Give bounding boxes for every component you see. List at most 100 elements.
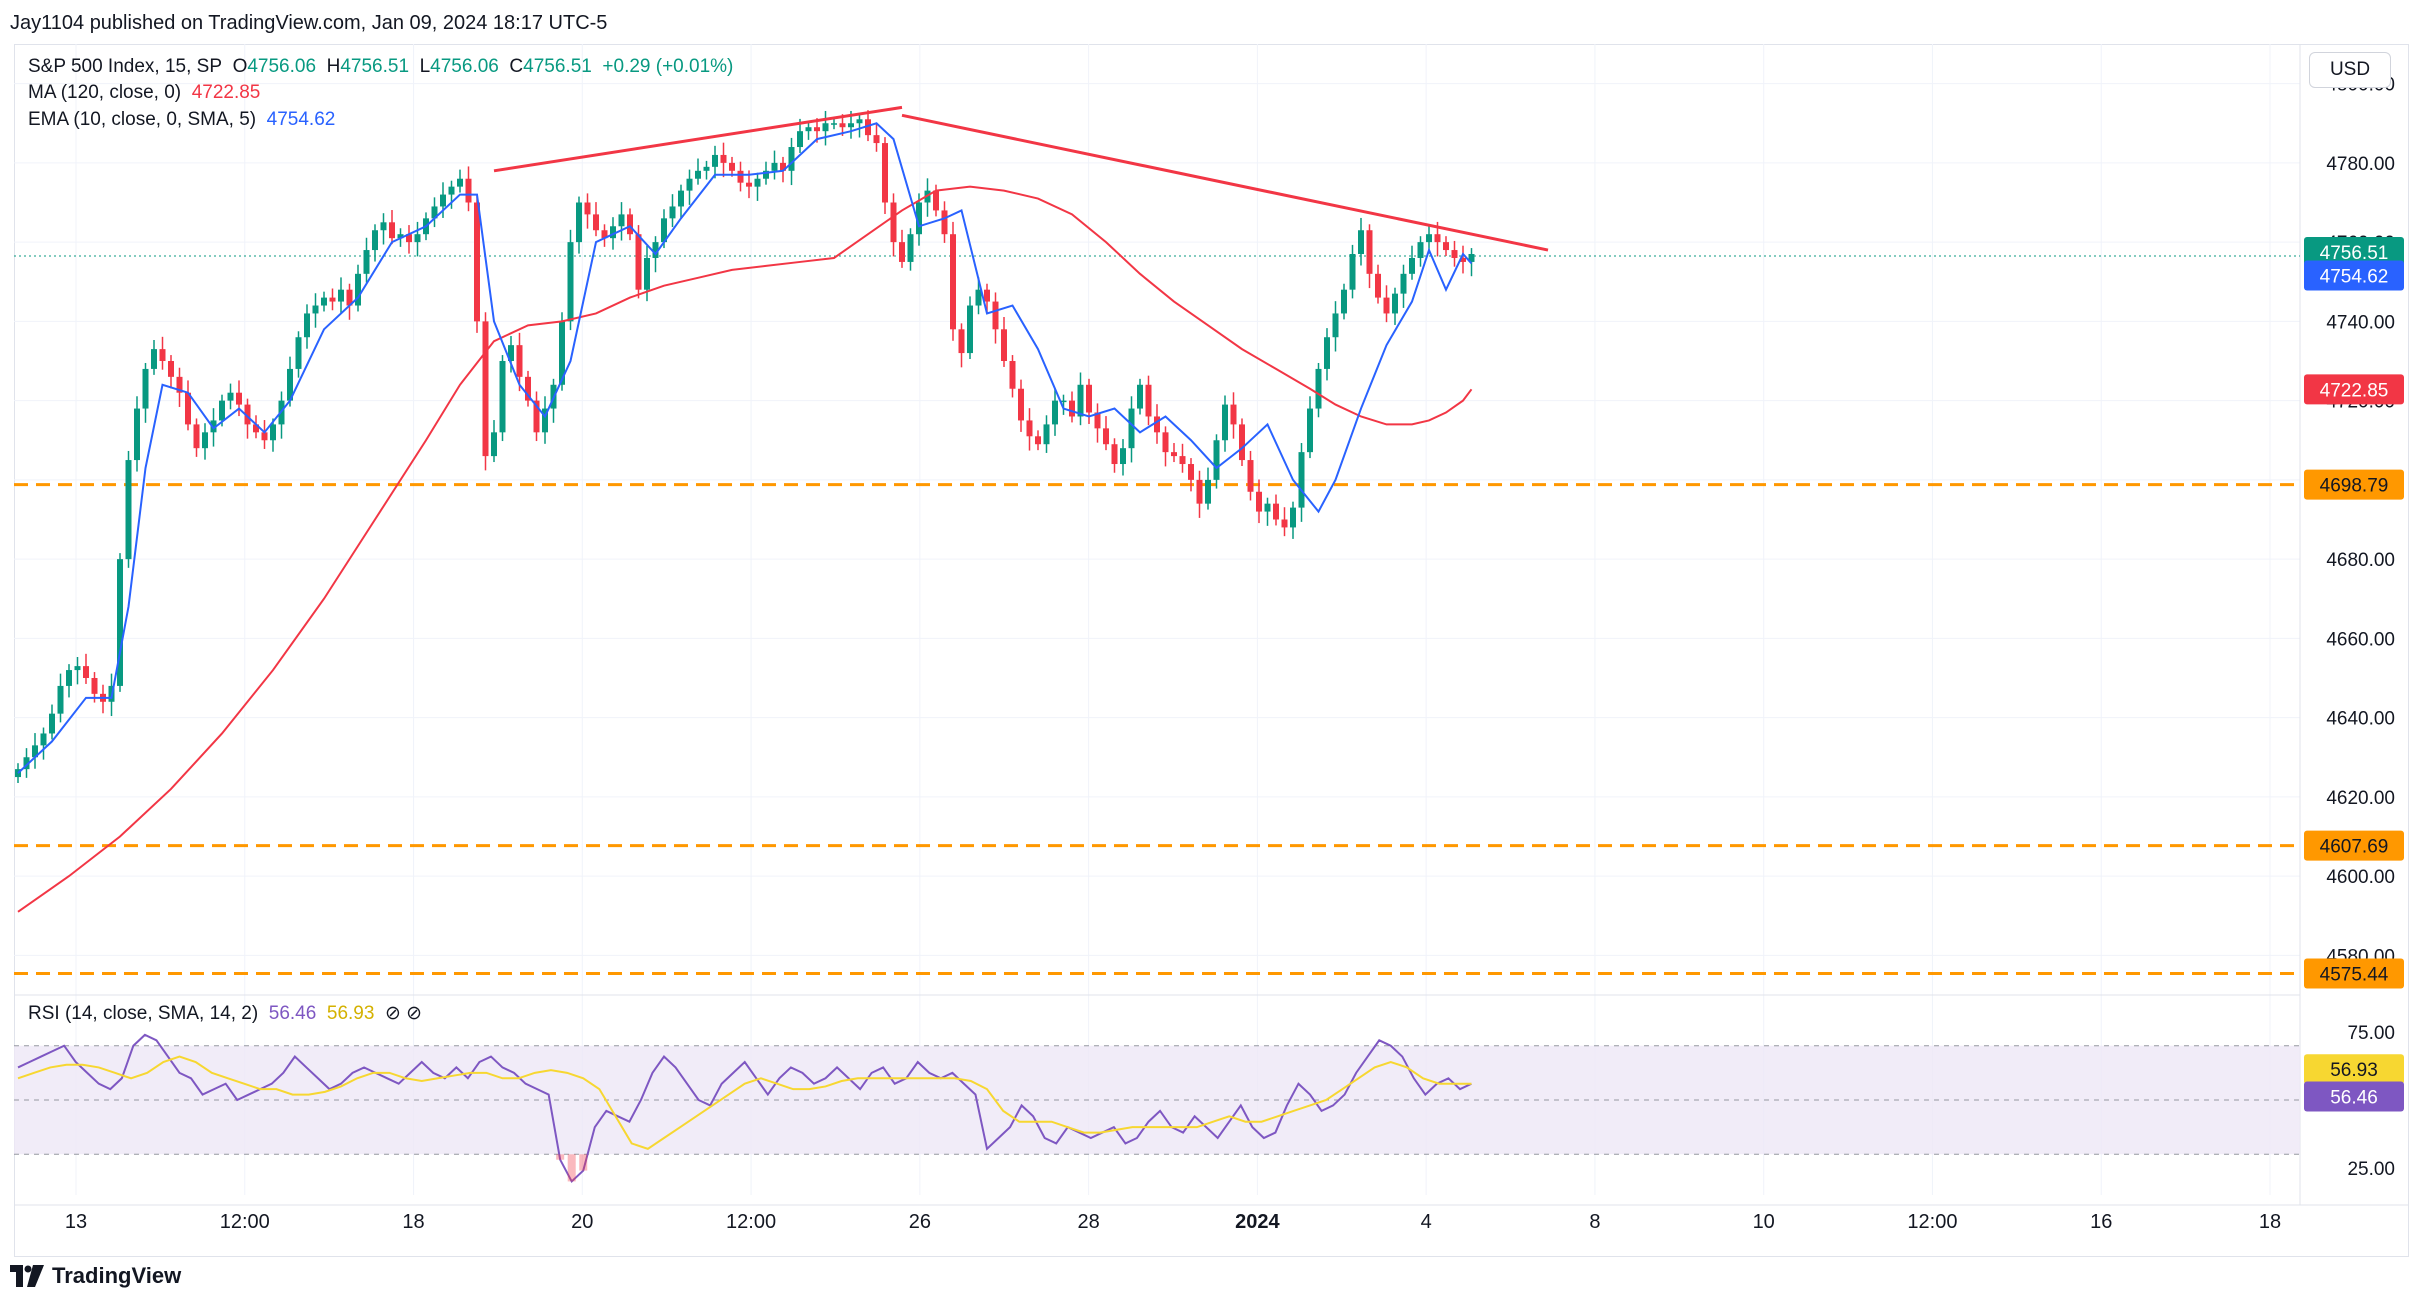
candle-body bbox=[814, 127, 820, 132]
chart-frame[interactable] bbox=[14, 44, 2409, 1257]
top-bar: Jay1104 published on TradingView.com, Ja… bbox=[0, 0, 2423, 44]
candle-body bbox=[933, 190, 939, 211]
candle-body bbox=[788, 147, 795, 171]
candle-body bbox=[771, 162, 778, 171]
candle-body bbox=[457, 178, 463, 187]
candle-body bbox=[431, 206, 438, 219]
candle-body bbox=[1290, 507, 1296, 528]
rsi-tag-label: 56.46 bbox=[2330, 1087, 2378, 1108]
candle-body bbox=[916, 202, 922, 235]
candle-body bbox=[1264, 503, 1271, 512]
candle-body bbox=[1069, 400, 1075, 417]
time-tick-label: 20 bbox=[571, 1211, 593, 1233]
candle-body bbox=[159, 349, 166, 361]
candle-body bbox=[287, 368, 293, 401]
candle-body bbox=[856, 119, 863, 124]
price-tag-label: 4575.44 bbox=[2320, 964, 2389, 985]
price-tag bbox=[2304, 958, 2404, 989]
candle-body bbox=[635, 234, 642, 290]
price-tag-label: 4754.62 bbox=[2320, 266, 2389, 287]
candle-body bbox=[950, 234, 956, 330]
candle-body bbox=[1120, 448, 1126, 465]
high-label: H bbox=[326, 56, 341, 77]
rsi-label: RSI (14, close, SMA, 14, 2) bbox=[28, 1003, 259, 1024]
candle-body bbox=[1256, 491, 1262, 512]
candle-body bbox=[176, 376, 183, 393]
rsi-tag bbox=[2304, 1054, 2404, 1085]
candle-body bbox=[1043, 424, 1050, 445]
time-tick-label: 16 bbox=[2090, 1211, 2112, 1233]
candle-body bbox=[1026, 420, 1033, 437]
candle-body bbox=[1213, 440, 1220, 480]
candle-body bbox=[1111, 444, 1118, 465]
candle-body bbox=[236, 392, 242, 405]
candle-body bbox=[508, 345, 514, 361]
candle-body bbox=[746, 182, 752, 187]
candle-body bbox=[1434, 234, 1441, 243]
candle-body bbox=[542, 408, 548, 433]
candle-body bbox=[644, 257, 650, 290]
candle-body bbox=[499, 361, 506, 433]
candle-body bbox=[1145, 384, 1152, 417]
candle-body bbox=[389, 222, 395, 239]
candle-body bbox=[601, 230, 608, 239]
candle-body bbox=[1426, 234, 1432, 243]
trendlines bbox=[493, 105, 1549, 252]
candle-body bbox=[1247, 460, 1254, 492]
price-tick-label: 4740.00 bbox=[2326, 312, 2395, 333]
candle-body bbox=[618, 214, 625, 227]
candle-body bbox=[227, 392, 234, 401]
candle-body bbox=[941, 210, 948, 235]
candle-body bbox=[1179, 456, 1186, 465]
candle-body bbox=[202, 432, 208, 449]
rsi-visibility-icons[interactable]: ⊘ ⊘ bbox=[384, 1003, 423, 1024]
price-tag bbox=[2304, 830, 2404, 861]
candle-body bbox=[865, 119, 871, 136]
candle-body bbox=[1137, 384, 1143, 409]
candle-body bbox=[448, 186, 455, 195]
trendline bbox=[901, 113, 1549, 252]
candle-body bbox=[780, 162, 786, 171]
candle-body bbox=[482, 321, 489, 457]
symbol-name[interactable]: S&P 500 Index, 15, SP bbox=[28, 56, 223, 77]
candle-body bbox=[1060, 400, 1067, 403]
candle-body bbox=[1239, 424, 1245, 461]
ema-legend[interactable]: EMA (10, close, 0, SMA, 5) 4754.62 bbox=[28, 109, 335, 131]
candle-body bbox=[185, 392, 191, 425]
ma-legend[interactable]: MA (120, close, 0) 4722.85 bbox=[28, 82, 260, 104]
rsi-ma-line bbox=[17, 1055, 1472, 1150]
candle-body bbox=[91, 678, 98, 694]
candle-body bbox=[32, 745, 38, 758]
candles bbox=[15, 110, 1475, 784]
time-tick-label: 4 bbox=[1421, 1211, 1432, 1233]
candle-body bbox=[304, 313, 310, 338]
candle-body bbox=[873, 135, 880, 144]
candle-body bbox=[958, 329, 965, 354]
candle-body bbox=[1400, 273, 1407, 294]
candle-body bbox=[193, 424, 200, 449]
candle-body bbox=[1128, 408, 1135, 449]
candle-body bbox=[848, 123, 854, 128]
candle-body bbox=[576, 202, 582, 243]
candle-body bbox=[244, 404, 251, 425]
ema-line bbox=[17, 122, 1473, 774]
ma-value: 4722.85 bbox=[191, 82, 261, 103]
candle-body bbox=[822, 123, 829, 132]
rsi-oversold-fill bbox=[579, 1154, 588, 1171]
price-tick-label: 4620.00 bbox=[2326, 788, 2395, 809]
rsi-tag-label: 56.93 bbox=[2330, 1060, 2378, 1081]
candle-body bbox=[967, 305, 973, 354]
candle-body bbox=[66, 670, 72, 686]
price-tick-label: 4640.00 bbox=[2326, 709, 2395, 730]
time-tick-label: 2024 bbox=[1235, 1211, 1280, 1233]
open-value: 4756.06 bbox=[247, 56, 317, 77]
currency-button[interactable]: USD bbox=[2309, 52, 2391, 88]
candle-body bbox=[754, 178, 761, 187]
candle-body bbox=[1383, 297, 1390, 314]
candle-body bbox=[1018, 388, 1024, 421]
rsi-ma-value: 56.93 bbox=[326, 1003, 375, 1024]
rsi-legend[interactable]: RSI (14, close, SMA, 14, 2) 56.46 56.93 … bbox=[28, 1002, 422, 1025]
candle-body bbox=[372, 230, 378, 251]
candle-body bbox=[1077, 384, 1084, 417]
